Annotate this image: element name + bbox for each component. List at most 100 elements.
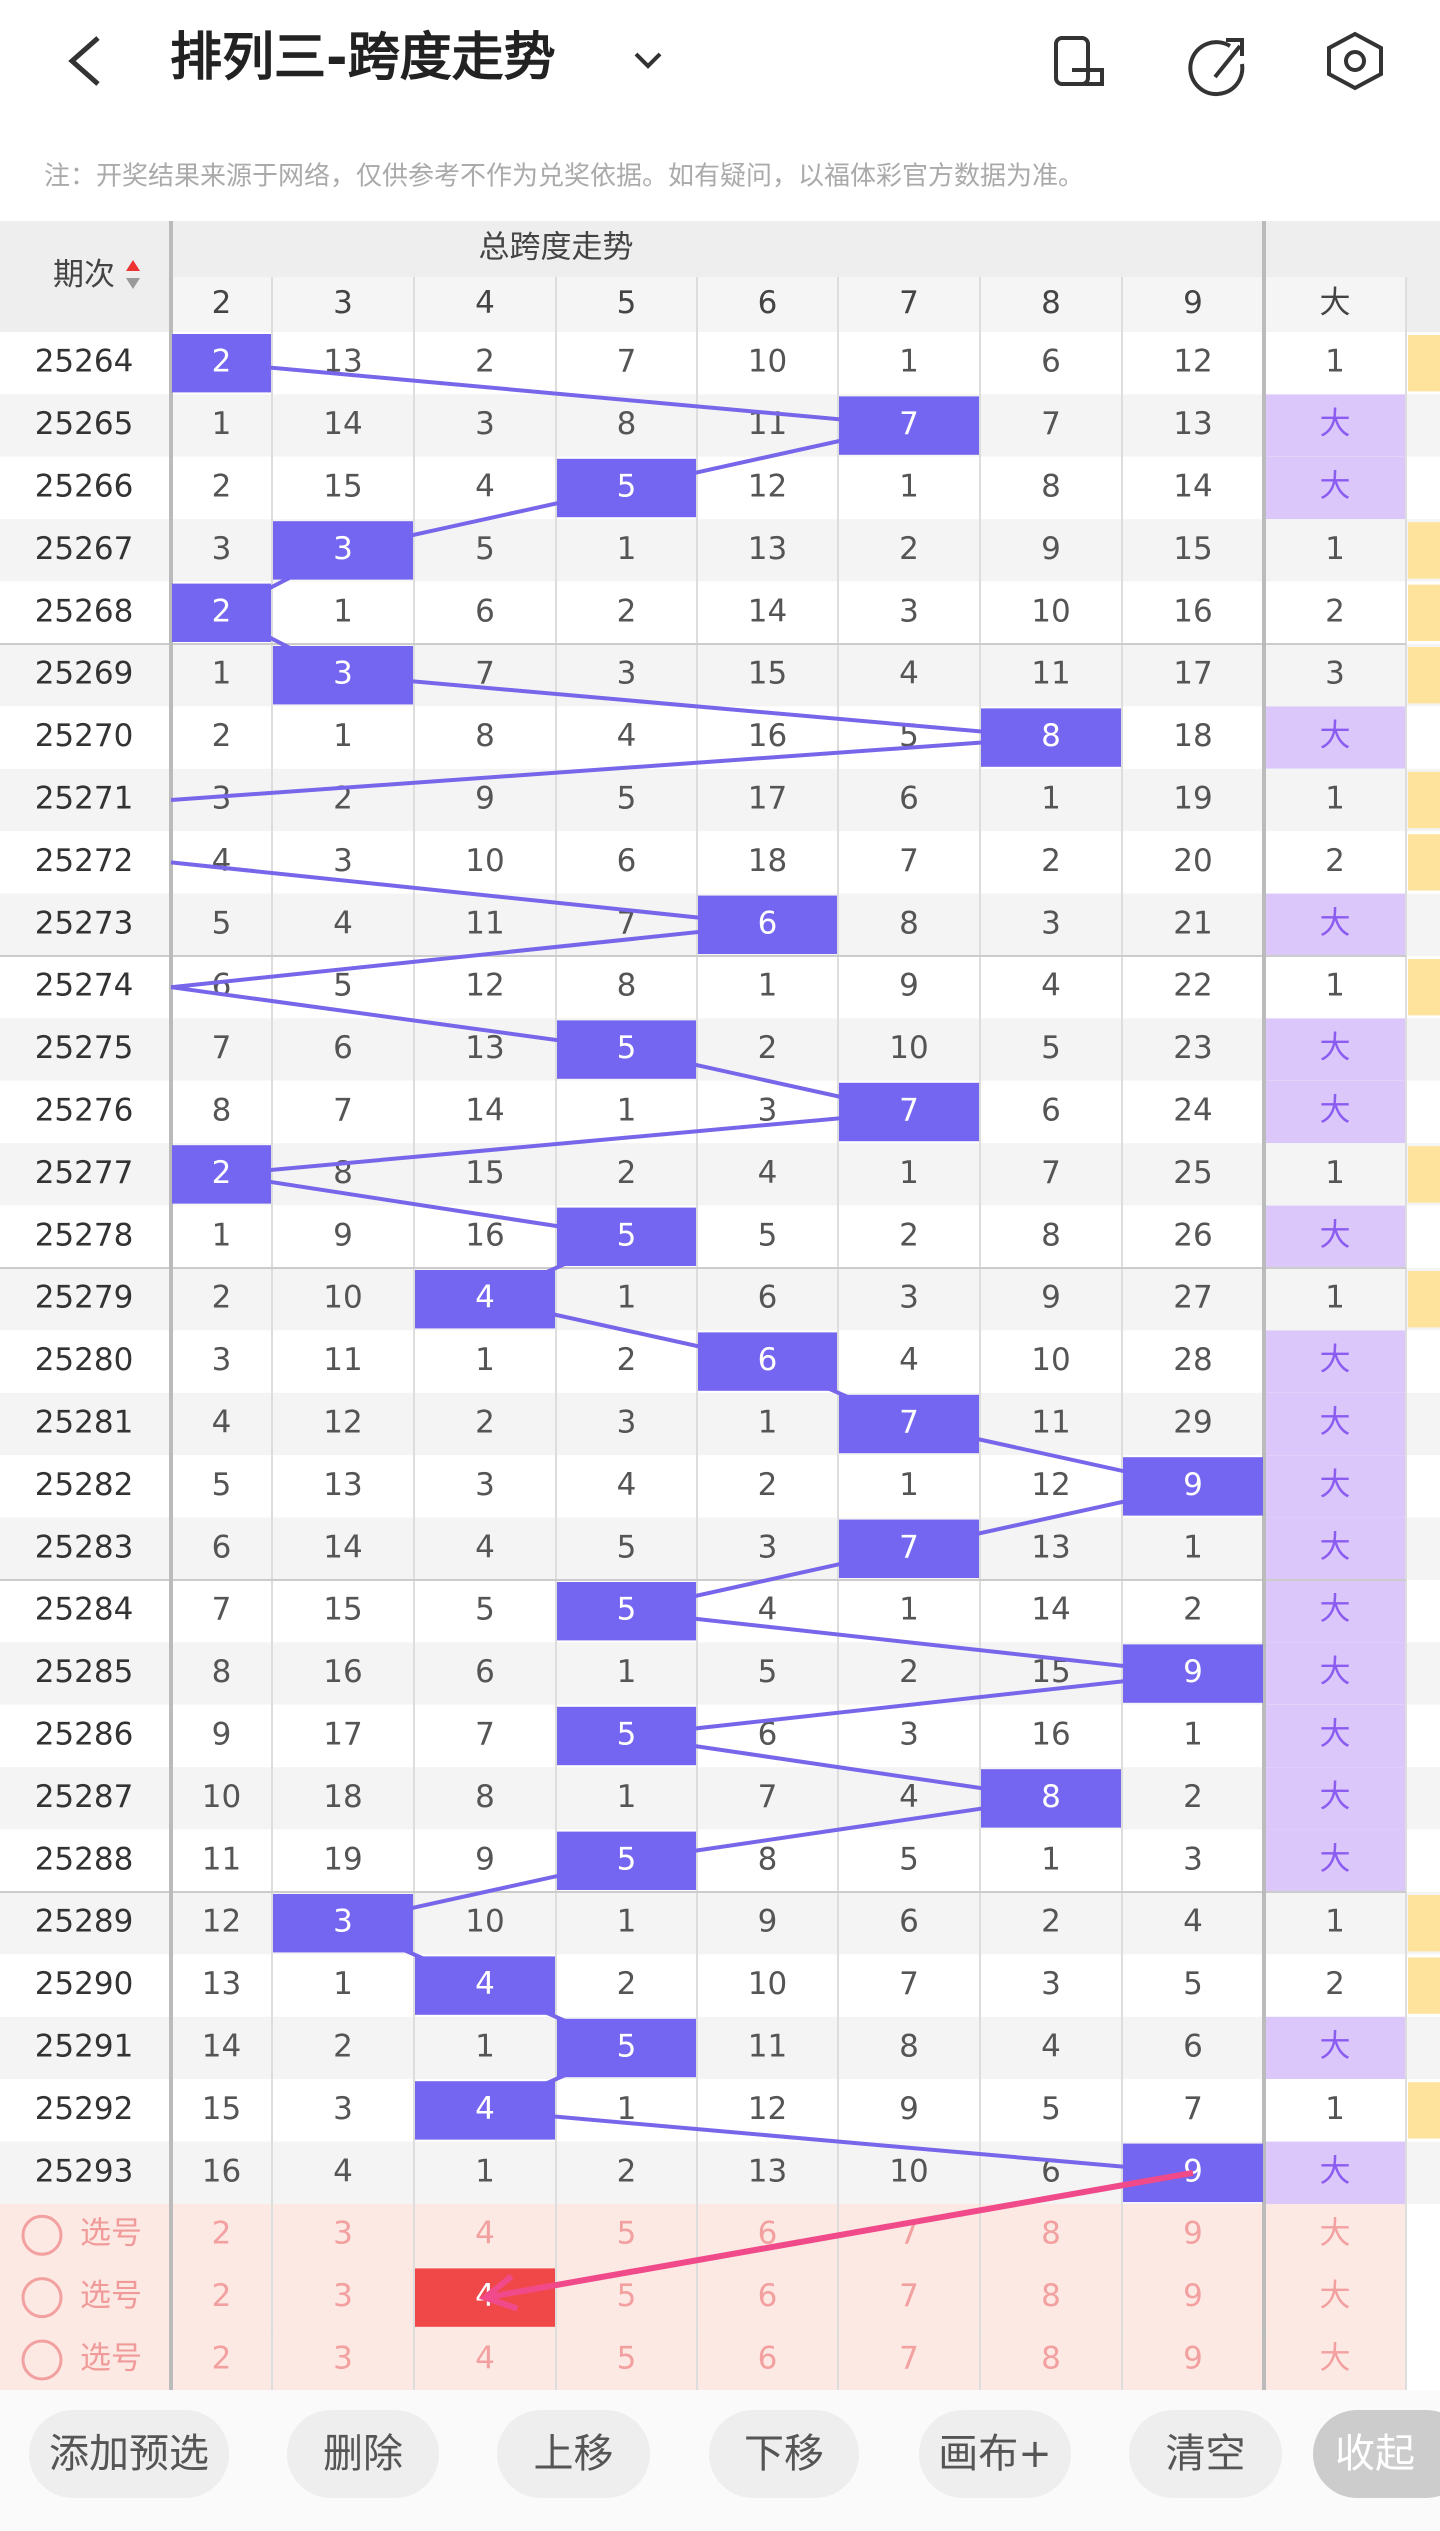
toolbar-button-label[interactable]: 上移 <box>534 2431 614 2477</box>
extra-cell: 1 <box>1325 781 1345 817</box>
hit-value: 3 <box>333 1904 353 1940</box>
pick-extra[interactable]: 大 <box>1320 2278 1351 2314</box>
extra-cell-bg <box>1264 1392 1406 1456</box>
extra-cell-bg <box>1264 1580 1406 1643</box>
hit-cell <box>415 1270 555 1329</box>
toolbar-button-label[interactable]: 收起 <box>1335 2431 1415 2477</box>
cell: 12 <box>748 469 787 505</box>
hit-cell <box>273 521 413 580</box>
toolbar-button-label[interactable]: 清空 <box>1166 2431 1246 2477</box>
extra-cell: 大 <box>1320 1405 1351 1441</box>
cell: 2 <box>1183 1779 1203 1815</box>
cell: 11 <box>1031 1405 1070 1441</box>
hit-value: 3 <box>333 531 353 567</box>
pick-cell[interactable]: 2 <box>212 2216 232 2252</box>
extra-cell: 大 <box>1320 1217 1351 1253</box>
period: 25290 <box>35 1966 134 2002</box>
row-bg <box>0 1392 1440 1456</box>
pick-cell[interactable]: 2 <box>212 2278 232 2314</box>
cell: 17 <box>1173 656 1212 692</box>
share-icon[interactable] <box>1188 38 1245 97</box>
pick-cell[interactable]: 3 <box>333 2278 353 2314</box>
pick-cell[interactable]: 9 <box>1183 2278 1203 2314</box>
cell: 6 <box>475 1654 495 1690</box>
pick-cell[interactable]: 7 <box>899 2278 919 2314</box>
extra-cell: 1 <box>1325 1280 1345 1316</box>
pick-extra[interactable]: 大 <box>1320 2341 1351 2377</box>
cell: 4 <box>617 1467 637 1503</box>
pick-cell[interactable]: 8 <box>1041 2216 1061 2252</box>
sort-up[interactable] <box>126 260 140 271</box>
pick-radio[interactable] <box>21 2214 63 2256</box>
period: 25272 <box>35 843 134 879</box>
toolbar-button-label[interactable]: 删除 <box>323 2431 403 2477</box>
pick-cell[interactable]: 4 <box>475 2216 495 2252</box>
cell: 8 <box>1041 1217 1061 1253</box>
pick-radio[interactable] <box>21 2339 63 2381</box>
pick-cell[interactable]: 4 <box>475 2341 495 2377</box>
cell: 3 <box>212 1342 232 1378</box>
pick-extra[interactable]: 大 <box>1320 2216 1351 2252</box>
layout-icon[interactable] <box>1054 36 1104 86</box>
cell: 18 <box>748 843 787 879</box>
pick-radio[interactable] <box>21 2277 63 2319</box>
extra-cell-bg <box>1264 1954 1406 2017</box>
toolbar-button[interactable] <box>709 2410 859 2498</box>
period: 25286 <box>35 1717 134 1753</box>
period: 25275 <box>35 1030 134 1066</box>
cell: 6 <box>899 1904 919 1940</box>
sort-down[interactable] <box>126 278 140 289</box>
pick-cell[interactable]: 5 <box>617 2341 637 2377</box>
period: 25285 <box>35 1654 134 1690</box>
pick-cell[interactable]: 3 <box>333 2216 353 2252</box>
cell: 7 <box>1041 406 1061 442</box>
dropdown-icon[interactable] <box>634 52 662 69</box>
toolbar-button-label[interactable]: 下移 <box>744 2431 824 2477</box>
pick-cell[interactable]: 2 <box>212 2341 232 2377</box>
extra-cell-bg <box>1264 1455 1406 1518</box>
period: 25288 <box>35 1841 134 1877</box>
cell: 5 <box>899 1841 919 1877</box>
cell: 1 <box>758 968 778 1004</box>
toolbar-button-label[interactable]: 添加预选 <box>49 2431 209 2477</box>
cell: 8 <box>212 1093 232 1129</box>
toolbar-button-label[interactable]: 画布+ <box>938 2431 1052 2477</box>
toolbar-button[interactable] <box>497 2410 650 2498</box>
pick-cell[interactable]: 6 <box>758 2278 778 2314</box>
pick-cell[interactable]: 5 <box>617 2216 637 2252</box>
cell: 6 <box>758 1280 778 1316</box>
hit-cell <box>557 1207 696 1266</box>
column-header-bg <box>171 277 1406 332</box>
toolbar-button[interactable] <box>287 2410 439 2498</box>
back-button[interactable] <box>68 36 100 86</box>
period: 25269 <box>35 656 134 692</box>
cell: 6 <box>1041 344 1061 380</box>
cell: 1 <box>899 1592 919 1628</box>
hit-cell <box>839 1082 979 1142</box>
cell: 4 <box>1041 2029 1061 2065</box>
pick-cell[interactable]: 8 <box>1041 2278 1061 2314</box>
cell: 1 <box>475 2153 495 2189</box>
toolbar-button[interactable] <box>919 2410 1071 2498</box>
cell: 3 <box>475 1467 495 1503</box>
extra-cell-bg <box>1264 1704 1406 1768</box>
cell: 9 <box>899 2091 919 2127</box>
period: 25289 <box>35 1904 134 1940</box>
pick-cell[interactable]: 6 <box>758 2216 778 2252</box>
cell: 16 <box>202 2153 241 2189</box>
cell: 3 <box>758 1093 778 1129</box>
pick-cell[interactable]: 5 <box>617 2278 637 2314</box>
toolbar-button[interactable] <box>29 2410 229 2498</box>
hit-value: 7 <box>899 1529 919 1565</box>
pick-cell[interactable]: 6 <box>758 2341 778 2377</box>
pick-cell[interactable]: 9 <box>1183 2216 1203 2252</box>
toolbar-button[interactable] <box>1129 2410 1282 2498</box>
pick-cell[interactable]: 7 <box>899 2341 919 2377</box>
pick-cell[interactable]: 8 <box>1041 2341 1061 2377</box>
cell: 17 <box>748 781 787 817</box>
settings-icon[interactable] <box>1327 31 1383 91</box>
pick-cell[interactable]: 3 <box>333 2341 353 2377</box>
toolbar-button[interactable] <box>1313 2410 1440 2498</box>
pick-cell[interactable]: 9 <box>1183 2341 1203 2377</box>
cell: 3 <box>758 1529 778 1565</box>
